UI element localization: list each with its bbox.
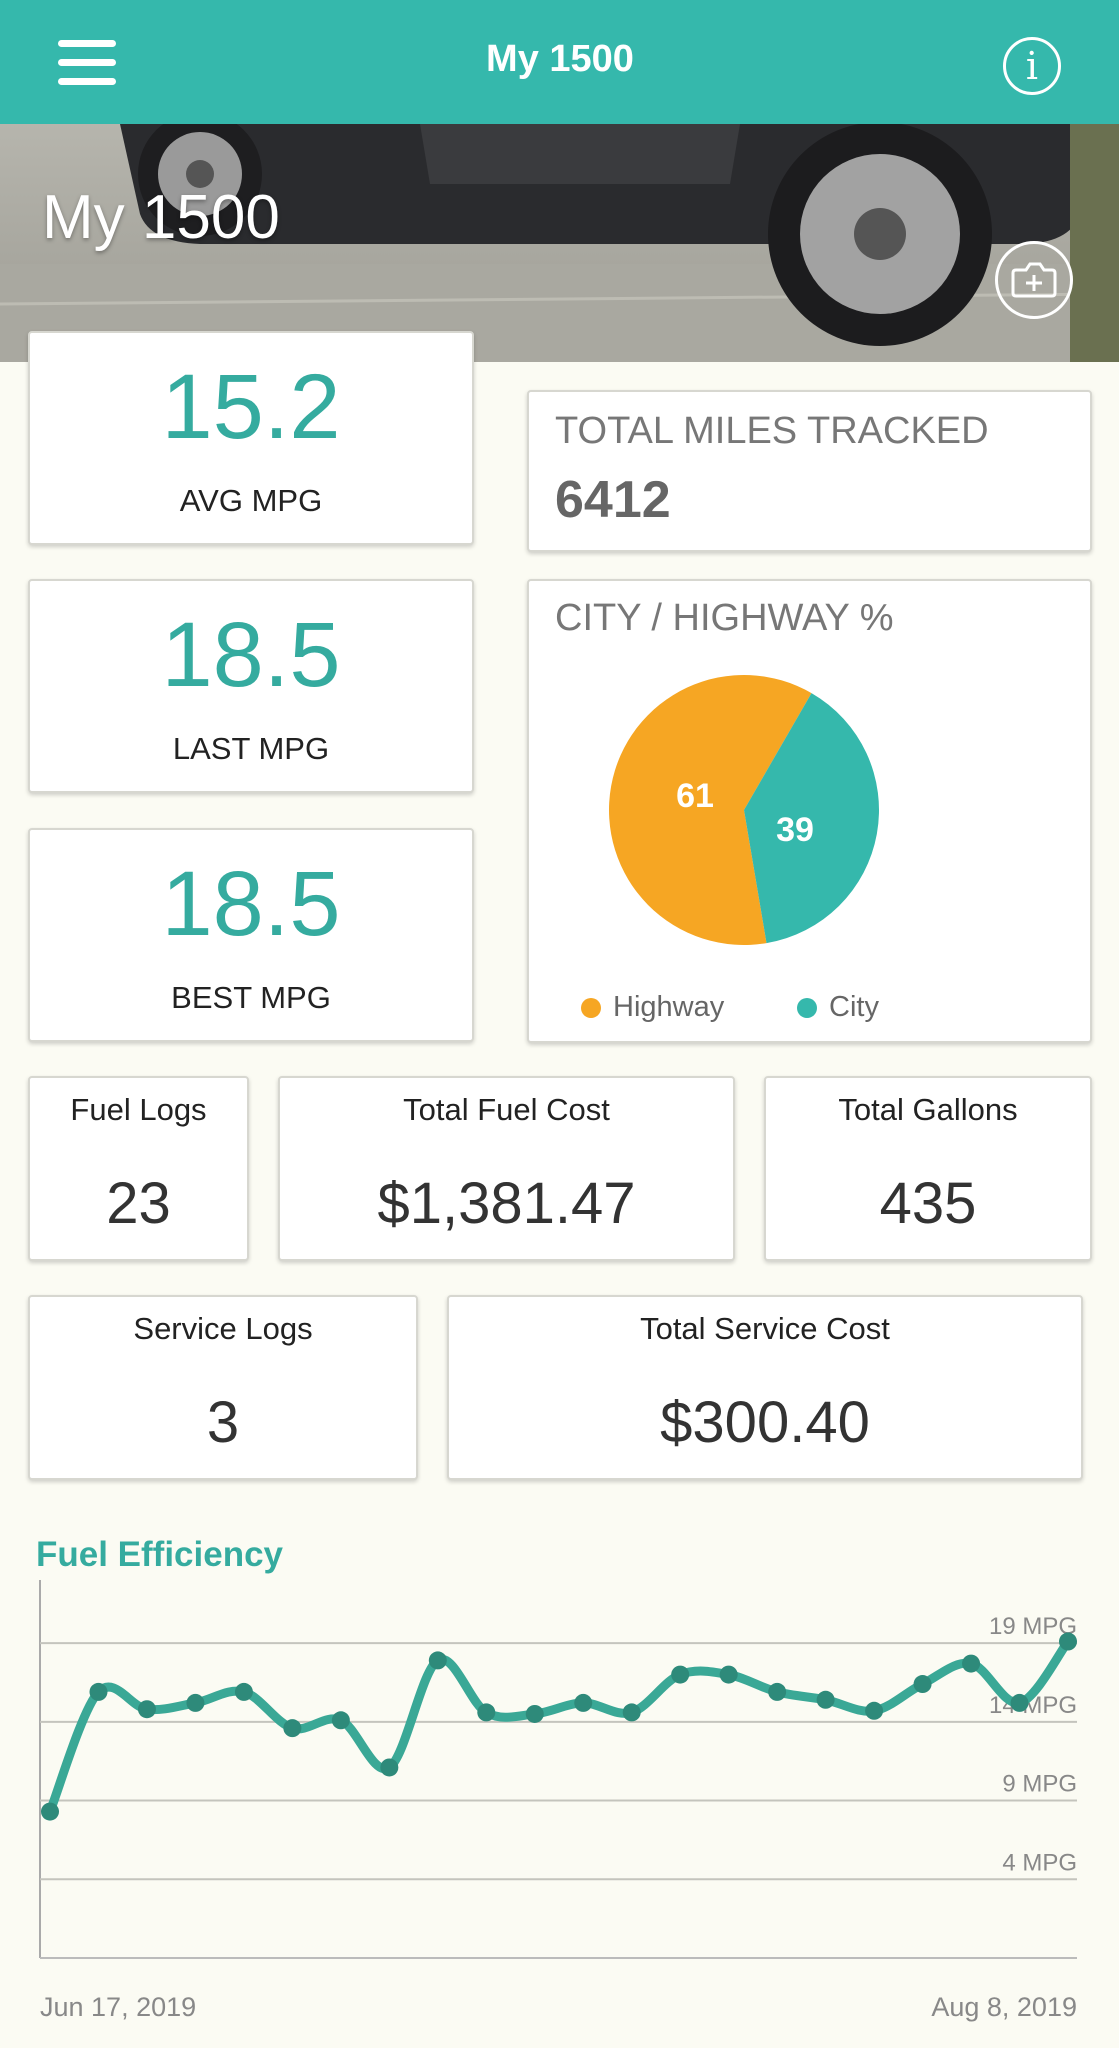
data-point xyxy=(1010,1693,1029,1712)
last-mpg-label: LAST MPG xyxy=(172,731,330,766)
total-fuel-cost-label: Total Fuel Cost xyxy=(403,1092,610,1127)
data-point xyxy=(234,1682,253,1701)
vehicle-photo: My 1500 xyxy=(0,124,1119,362)
top-bar: My 1500 i xyxy=(0,0,1119,124)
pie-slice-highway xyxy=(609,675,812,945)
data-point xyxy=(41,1802,59,1821)
avg-mpg-card: 15.2 AVG MPG xyxy=(28,331,474,545)
data-point xyxy=(768,1682,787,1701)
total-gallons-value: 435 xyxy=(879,1171,977,1236)
menu-icon[interactable] xyxy=(58,38,118,88)
fuel-logs-label: Fuel Logs xyxy=(70,1092,207,1127)
fuel-logs-card[interactable]: Fuel Logs 23 xyxy=(28,1076,249,1261)
data-point xyxy=(913,1675,932,1694)
pie-label-highway: 61 xyxy=(676,777,714,815)
total-service-cost-label: Total Service Cost xyxy=(640,1311,890,1346)
total-miles-card: TOTAL MILES TRACKED 6412 xyxy=(527,390,1092,552)
legend-highway-label: Highway xyxy=(613,991,725,1023)
data-point xyxy=(816,1690,835,1709)
data-point xyxy=(380,1758,399,1777)
y-tick-label: 4 MPG xyxy=(1002,1849,1077,1876)
service-logs-card[interactable]: Service Logs 3 xyxy=(28,1295,418,1480)
data-point xyxy=(137,1700,156,1719)
service-logs-value: 3 xyxy=(206,1390,240,1455)
avg-mpg-label: AVG MPG xyxy=(179,483,323,518)
vehicle-name: My 1500 xyxy=(42,183,280,252)
legend-city-label: City xyxy=(829,991,879,1023)
pie-slice-city xyxy=(744,693,879,944)
legend-highway: Highway xyxy=(581,991,724,1024)
total-gallons-card: Total Gallons 435 xyxy=(764,1076,1092,1261)
best-mpg-label: BEST MPG xyxy=(171,980,331,1015)
x-end-label: Aug 8, 2019 xyxy=(931,1992,1077,2022)
total-miles-label: TOTAL MILES TRACKED xyxy=(555,410,989,452)
legend-city: City xyxy=(797,991,879,1024)
pie-label-city: 39 xyxy=(776,811,814,849)
info-icon[interactable]: i xyxy=(1003,37,1061,95)
data-point xyxy=(89,1682,108,1701)
total-miles-value: 6412 xyxy=(555,471,671,529)
total-service-cost-value: $300.40 xyxy=(660,1390,870,1455)
best-mpg-card: 18.5 BEST MPG xyxy=(28,828,474,1042)
add-photo-icon[interactable] xyxy=(995,241,1073,319)
best-mpg-value: 18.5 xyxy=(161,853,341,955)
total-fuel-cost-card: Total Fuel Cost $1,381.47 xyxy=(278,1076,735,1261)
page-title: My 1500 xyxy=(486,38,634,80)
data-point xyxy=(331,1711,350,1730)
data-point xyxy=(671,1665,690,1684)
x-start-label: Jun 17, 2019 xyxy=(40,1992,196,2022)
data-point xyxy=(1059,1632,1077,1651)
total-gallons-label: Total Gallons xyxy=(838,1092,1018,1127)
last-mpg-value: 18.5 xyxy=(161,604,341,706)
service-logs-label: Service Logs xyxy=(133,1311,313,1346)
y-tick-label: 9 MPG xyxy=(1002,1771,1077,1798)
legend-dot-highway xyxy=(581,998,601,1018)
fuel-efficiency-title: Fuel Efficiency xyxy=(36,1535,284,1574)
city-highway-pie-chart: 61 39 xyxy=(609,675,879,945)
legend-dot-city xyxy=(797,998,817,1018)
data-point xyxy=(962,1654,981,1673)
data-point xyxy=(477,1703,496,1722)
data-point xyxy=(719,1665,738,1684)
total-service-cost-card: Total Service Cost $300.40 xyxy=(447,1295,1083,1480)
city-highway-card: CITY / HIGHWAY % 61 39 Highway City xyxy=(527,579,1092,1043)
avg-mpg-value: 15.2 xyxy=(161,356,341,458)
data-point xyxy=(865,1701,884,1720)
data-point xyxy=(574,1693,593,1712)
last-mpg-card: 18.5 LAST MPG xyxy=(28,579,474,793)
data-point xyxy=(428,1651,447,1670)
data-point xyxy=(525,1704,544,1723)
data-point xyxy=(283,1719,302,1738)
total-fuel-cost-value: $1,381.47 xyxy=(377,1171,636,1236)
series-line xyxy=(45,1637,1073,1817)
truck-photo-icon xyxy=(0,124,1119,362)
city-highway-title: CITY / HIGHWAY % xyxy=(555,597,894,639)
data-point xyxy=(186,1693,205,1712)
fuel-logs-value: 23 xyxy=(106,1171,171,1236)
data-point xyxy=(622,1703,641,1722)
